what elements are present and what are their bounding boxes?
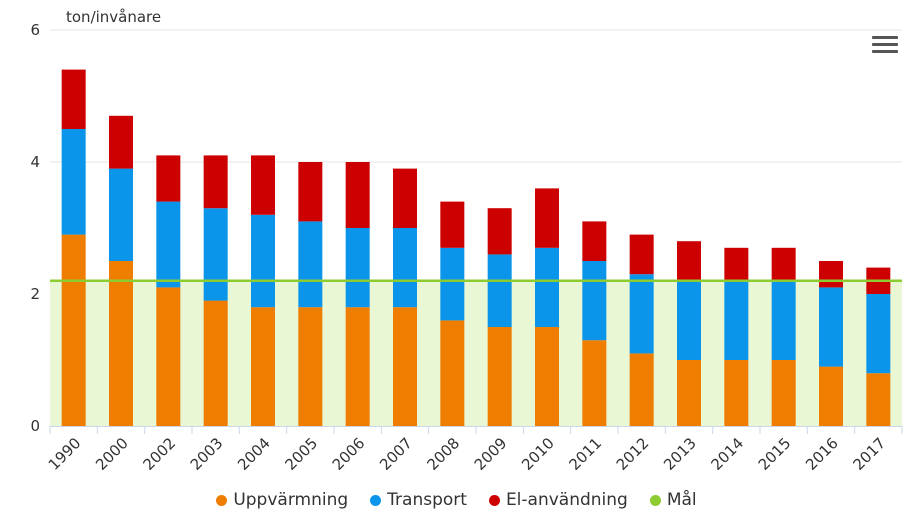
bar-el-användning-2009[interactable] bbox=[487, 208, 512, 255]
bar-el-användning-2003[interactable] bbox=[203, 155, 228, 209]
legend: Uppvärmning Transport El-användning Mål bbox=[0, 490, 913, 510]
bar-uppvärmning-2013[interactable] bbox=[677, 360, 701, 426]
legend-label-transport: Transport bbox=[387, 490, 467, 510]
legend-item-el-anvandning[interactable]: El-användning bbox=[488, 490, 628, 510]
bar-el-användning-2005[interactable] bbox=[298, 162, 323, 222]
legend-label-uppvarmning: Uppvärmning bbox=[233, 490, 349, 510]
bar-transport-2010[interactable] bbox=[535, 247, 559, 327]
y-tick-label: 2 bbox=[30, 285, 40, 303]
legend-item-mal[interactable]: Mål bbox=[649, 490, 697, 510]
bar-el-användning-2010[interactable] bbox=[535, 188, 559, 248]
bar-el-användning-1990[interactable] bbox=[61, 69, 86, 129]
bar-uppvärmning-2017[interactable] bbox=[866, 373, 891, 426]
x-tick-label: 2010 bbox=[518, 434, 558, 474]
bar-transport-2003[interactable] bbox=[203, 208, 228, 301]
bar-el-användning-2004[interactable] bbox=[251, 155, 275, 215]
bar-uppvärmning-2014[interactable] bbox=[724, 360, 749, 426]
bar-transport-2011[interactable] bbox=[582, 261, 607, 341]
y-axis-title: ton/invånare bbox=[66, 8, 162, 26]
x-tick-label: 2003 bbox=[187, 434, 227, 474]
x-tick-label: 1990 bbox=[45, 434, 85, 474]
bar-uppvärmning-2005[interactable] bbox=[298, 307, 323, 426]
bar-el-användning-2011[interactable] bbox=[582, 221, 607, 261]
bar-uppvärmning-2007[interactable] bbox=[393, 307, 417, 426]
bar-transport-2005[interactable] bbox=[298, 221, 323, 308]
legend-dot-transport bbox=[370, 494, 382, 506]
x-tick-label: 2013 bbox=[660, 434, 700, 474]
x-tick-label: 2000 bbox=[92, 434, 132, 474]
x-tick-label: 2016 bbox=[802, 434, 842, 474]
bar-uppvärmning-2012[interactable] bbox=[629, 353, 654, 426]
bar-el-användning-2007[interactable] bbox=[393, 168, 417, 228]
legend-item-transport[interactable]: Transport bbox=[370, 490, 467, 510]
bar-transport-2014[interactable] bbox=[724, 280, 749, 360]
bar-uppvärmning-2010[interactable] bbox=[535, 327, 559, 426]
x-tick-label: 2009 bbox=[471, 434, 511, 474]
hamburger-menu-icon[interactable] bbox=[872, 36, 898, 56]
y-axis: 0 2 4 6 bbox=[30, 21, 40, 435]
bar-transport-2008[interactable] bbox=[440, 247, 465, 321]
bar-uppvärmning-1990[interactable] bbox=[61, 234, 86, 426]
bar-el-användning-2015[interactable] bbox=[771, 247, 796, 281]
bar-transport-1990[interactable] bbox=[61, 129, 86, 235]
bar-el-användning-2013[interactable] bbox=[677, 241, 701, 281]
legend-dot-uppvarmning bbox=[216, 494, 228, 506]
goal-area bbox=[50, 280, 902, 426]
bar-uppvärmning-2004[interactable] bbox=[251, 307, 275, 426]
bar-transport-2009[interactable] bbox=[487, 254, 512, 327]
x-axis: 1990 2000 2002 2003 2004 2005 2006 2007 2008 2009… bbox=[45, 426, 903, 474]
x-tick-label: 2006 bbox=[329, 434, 369, 474]
bar-transport-2000[interactable] bbox=[109, 168, 133, 261]
bar-el-användning-2000[interactable] bbox=[109, 115, 133, 169]
bar-uppvärmning-2002[interactable] bbox=[156, 287, 181, 426]
bar-transport-2004[interactable] bbox=[251, 214, 275, 308]
bar-transport-2017[interactable] bbox=[866, 294, 891, 374]
x-tick-label: 2012 bbox=[613, 434, 653, 474]
bars bbox=[61, 69, 891, 426]
bar-uppvärmning-2009[interactable] bbox=[487, 327, 512, 426]
bar-el-användning-2012[interactable] bbox=[629, 234, 654, 275]
bar-el-användning-2014[interactable] bbox=[724, 247, 749, 281]
legend-label-el-anvandning: El-användning bbox=[505, 490, 628, 510]
bar-transport-2002[interactable] bbox=[156, 201, 181, 288]
bar-uppvärmning-2016[interactable] bbox=[819, 366, 843, 426]
x-tick-label: 2005 bbox=[281, 434, 321, 474]
bar-uppvärmning-2000[interactable] bbox=[109, 261, 133, 426]
bar-uppvärmning-2015[interactable] bbox=[771, 360, 796, 426]
x-tick-label: 2004 bbox=[234, 434, 274, 474]
legend-item-uppvarmning[interactable]: Uppvärmning bbox=[216, 490, 348, 510]
y-tick-label: 0 bbox=[30, 417, 40, 435]
x-tick-label: 2007 bbox=[376, 434, 416, 474]
bar-el-användning-2006[interactable] bbox=[345, 162, 370, 228]
y-tick-label: 6 bbox=[30, 21, 40, 39]
bar-transport-2012[interactable] bbox=[629, 274, 654, 354]
x-tick-label: 2014 bbox=[707, 434, 747, 474]
bar-uppvärmning-2003[interactable] bbox=[203, 300, 228, 426]
x-tick-label: 2011 bbox=[565, 434, 605, 474]
x-tick-label: 2008 bbox=[423, 434, 463, 474]
bar-transport-2016[interactable] bbox=[819, 287, 843, 367]
legend-label-mal: Mål bbox=[666, 490, 697, 510]
legend-dot-el-anvandning bbox=[488, 494, 500, 506]
bar-uppvärmning-2008[interactable] bbox=[440, 320, 465, 426]
bar-transport-2013[interactable] bbox=[677, 280, 701, 360]
bar-el-användning-2002[interactable] bbox=[156, 155, 181, 202]
bar-uppvärmning-2006[interactable] bbox=[345, 307, 370, 426]
x-tick-label: 2002 bbox=[139, 434, 179, 474]
bar-transport-2006[interactable] bbox=[345, 228, 370, 308]
bar-transport-2007[interactable] bbox=[393, 228, 417, 308]
x-tick-label: 2017 bbox=[849, 434, 889, 474]
y-tick-label: 4 bbox=[30, 153, 40, 171]
x-tick-label: 2015 bbox=[755, 434, 795, 474]
bar-el-användning-2008[interactable] bbox=[440, 201, 465, 248]
bar-el-användning-2016[interactable] bbox=[819, 261, 843, 288]
legend-dot-mal bbox=[649, 494, 661, 506]
bar-transport-2015[interactable] bbox=[771, 280, 796, 360]
bar-uppvärmning-2011[interactable] bbox=[582, 340, 607, 426]
